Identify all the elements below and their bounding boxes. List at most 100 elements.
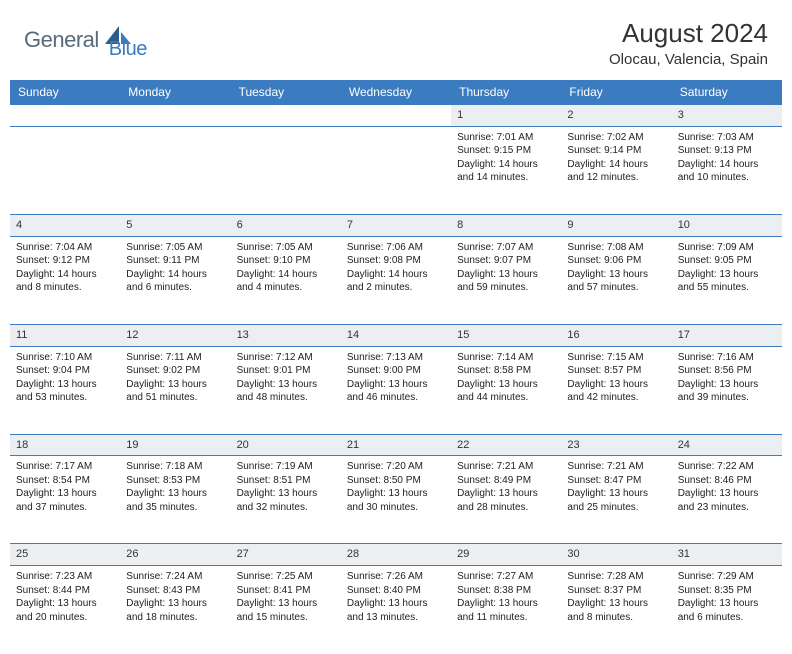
daylight-text: Daylight: 14 hours and 8 minutes. [16,268,114,295]
daylight-text: Daylight: 13 hours and 53 minutes. [16,378,114,405]
sunrise-text: Sunrise: 7:27 AM [457,570,555,584]
day-detail-cell: Sunrise: 7:02 AMSunset: 9:14 PMDaylight:… [561,126,671,214]
sunset-text: Sunset: 8:51 PM [237,474,335,488]
calendar-table: Sunday Monday Tuesday Wednesday Thursday… [10,80,782,654]
sunrise-text: Sunrise: 7:10 AM [16,351,114,365]
day-number-cell: 14 [341,324,451,346]
sunset-text: Sunset: 8:40 PM [347,584,445,598]
sunset-text: Sunset: 8:38 PM [457,584,555,598]
day-detail-cell [120,126,230,214]
daylight-text: Daylight: 13 hours and 44 minutes. [457,378,555,405]
daylight-text: Daylight: 13 hours and 39 minutes. [678,378,776,405]
daylight-text: Daylight: 13 hours and 46 minutes. [347,378,445,405]
day-number-cell: 31 [672,544,782,566]
day-detail-cell: Sunrise: 7:09 AMSunset: 9:05 PMDaylight:… [672,236,782,324]
day-number-cell: 22 [451,434,561,456]
day-number-cell: 21 [341,434,451,456]
sunset-text: Sunset: 9:00 PM [347,364,445,378]
daylight-text: Daylight: 14 hours and 6 minutes. [126,268,224,295]
sunrise-text: Sunrise: 7:05 AM [126,241,224,255]
day-detail-cell: Sunrise: 7:20 AMSunset: 8:50 PMDaylight:… [341,456,451,544]
sunset-text: Sunset: 8:49 PM [457,474,555,488]
day-detail-cell: Sunrise: 7:21 AMSunset: 8:49 PMDaylight:… [451,456,561,544]
day-number-cell: 15 [451,324,561,346]
sunset-text: Sunset: 8:35 PM [678,584,776,598]
daylight-text: Daylight: 13 hours and 42 minutes. [567,378,665,405]
day-detail-cell: Sunrise: 7:04 AMSunset: 9:12 PMDaylight:… [10,236,120,324]
day-detail-cell: Sunrise: 7:12 AMSunset: 9:01 PMDaylight:… [231,346,341,434]
day-detail-cell [10,126,120,214]
location-label: Olocau, Valencia, Spain [609,51,768,68]
sunset-text: Sunset: 8:58 PM [457,364,555,378]
day-number-cell: 27 [231,544,341,566]
day-number-cell [120,105,230,127]
day-number-cell: 10 [672,214,782,236]
day-number-cell [341,105,451,127]
day-detail-cell: Sunrise: 7:14 AMSunset: 8:58 PMDaylight:… [451,346,561,434]
sunset-text: Sunset: 9:04 PM [16,364,114,378]
day-detail-cell: Sunrise: 7:23 AMSunset: 8:44 PMDaylight:… [10,566,120,654]
weekday-header: Monday [120,80,230,105]
daylight-text: Daylight: 13 hours and 18 minutes. [126,597,224,624]
day-number-cell: 8 [451,214,561,236]
sunrise-text: Sunrise: 7:11 AM [126,351,224,365]
sunrise-text: Sunrise: 7:04 AM [16,241,114,255]
sunset-text: Sunset: 9:05 PM [678,254,776,268]
day-number-cell: 18 [10,434,120,456]
daylight-text: Daylight: 13 hours and 11 minutes. [457,597,555,624]
sunset-text: Sunset: 8:37 PM [567,584,665,598]
day-detail-cell [341,126,451,214]
sunset-text: Sunset: 9:11 PM [126,254,224,268]
day-detail-cell: Sunrise: 7:22 AMSunset: 8:46 PMDaylight:… [672,456,782,544]
day-number-cell: 7 [341,214,451,236]
sunrise-text: Sunrise: 7:22 AM [678,460,776,474]
sunset-text: Sunset: 9:06 PM [567,254,665,268]
sunrise-text: Sunrise: 7:08 AM [567,241,665,255]
weekday-header: Friday [561,80,671,105]
sunset-text: Sunset: 8:47 PM [567,474,665,488]
sunrise-text: Sunrise: 7:18 AM [126,460,224,474]
day-number-cell: 11 [10,324,120,346]
daylight-text: Daylight: 13 hours and 15 minutes. [237,597,335,624]
sunset-text: Sunset: 8:53 PM [126,474,224,488]
title-block: August 2024 Olocau, Valencia, Spain [609,18,768,68]
weekday-header: Wednesday [341,80,451,105]
daylight-text: Daylight: 13 hours and 30 minutes. [347,487,445,514]
day-number-row: 18192021222324 [10,434,782,456]
sunset-text: Sunset: 8:44 PM [16,584,114,598]
sunset-text: Sunset: 9:01 PM [237,364,335,378]
daylight-text: Daylight: 13 hours and 35 minutes. [126,487,224,514]
sunrise-text: Sunrise: 7:28 AM [567,570,665,584]
day-number-cell: 5 [120,214,230,236]
day-detail-cell: Sunrise: 7:19 AMSunset: 8:51 PMDaylight:… [231,456,341,544]
day-number-row: 25262728293031 [10,544,782,566]
day-detail-cell: Sunrise: 7:26 AMSunset: 8:40 PMDaylight:… [341,566,451,654]
day-detail-row: Sunrise: 7:23 AMSunset: 8:44 PMDaylight:… [10,566,782,654]
sunrise-text: Sunrise: 7:13 AM [347,351,445,365]
sunset-text: Sunset: 8:54 PM [16,474,114,488]
day-number-row: 11121314151617 [10,324,782,346]
daylight-text: Daylight: 13 hours and 51 minutes. [126,378,224,405]
day-detail-cell: Sunrise: 7:25 AMSunset: 8:41 PMDaylight:… [231,566,341,654]
sunrise-text: Sunrise: 7:07 AM [457,241,555,255]
day-detail-cell: Sunrise: 7:08 AMSunset: 9:06 PMDaylight:… [561,236,671,324]
day-number-cell: 6 [231,214,341,236]
daylight-text: Daylight: 14 hours and 12 minutes. [567,158,665,185]
sunrise-text: Sunrise: 7:25 AM [237,570,335,584]
sunset-text: Sunset: 8:46 PM [678,474,776,488]
day-detail-cell: Sunrise: 7:24 AMSunset: 8:43 PMDaylight:… [120,566,230,654]
daylight-text: Daylight: 13 hours and 37 minutes. [16,487,114,514]
sunrise-text: Sunrise: 7:14 AM [457,351,555,365]
sunrise-text: Sunrise: 7:06 AM [347,241,445,255]
sunrise-text: Sunrise: 7:12 AM [237,351,335,365]
day-detail-cell: Sunrise: 7:29 AMSunset: 8:35 PMDaylight:… [672,566,782,654]
daylight-text: Daylight: 13 hours and 6 minutes. [678,597,776,624]
day-detail-cell: Sunrise: 7:18 AMSunset: 8:53 PMDaylight:… [120,456,230,544]
sunrise-text: Sunrise: 7:21 AM [567,460,665,474]
sunrise-text: Sunrise: 7:16 AM [678,351,776,365]
day-number-cell: 29 [451,544,561,566]
daylight-text: Daylight: 14 hours and 10 minutes. [678,158,776,185]
sunset-text: Sunset: 8:57 PM [567,364,665,378]
daylight-text: Daylight: 13 hours and 32 minutes. [237,487,335,514]
day-number-cell: 23 [561,434,671,456]
